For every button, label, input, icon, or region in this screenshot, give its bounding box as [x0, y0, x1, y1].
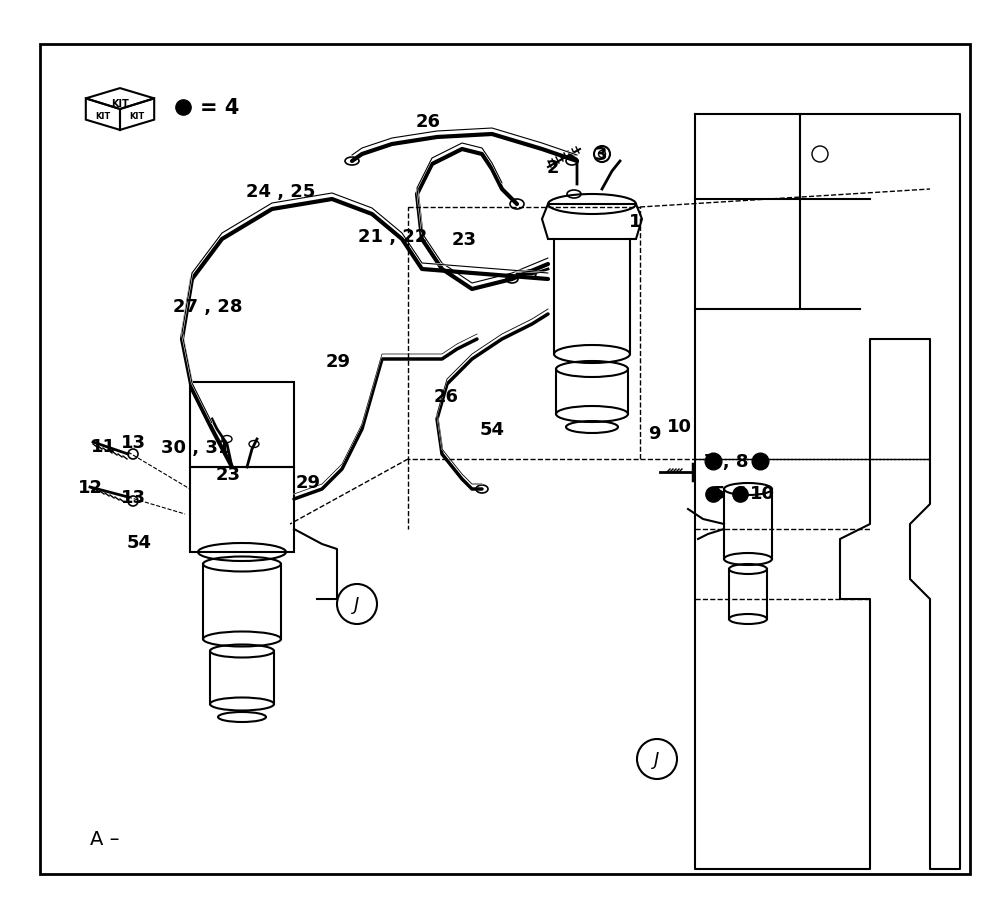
Text: 26: 26: [434, 387, 459, 405]
Text: KIT: KIT: [95, 112, 111, 121]
Text: 10: 10: [666, 417, 692, 435]
Text: 54: 54: [480, 421, 505, 439]
Text: 2: 2: [547, 159, 559, 177]
Text: 10: 10: [750, 485, 774, 502]
Text: 29: 29: [326, 352, 351, 370]
Bar: [190, 383, 294, 468]
Text: 13: 13: [121, 489, 146, 507]
Text: 3: 3: [595, 146, 607, 163]
Text: 21 , 22: 21 , 22: [358, 228, 428, 246]
Text: 9: 9: [648, 424, 660, 442]
Text: KIT: KIT: [129, 112, 145, 121]
Text: 54: 54: [127, 534, 152, 552]
Text: J: J: [654, 750, 660, 768]
Text: 23: 23: [216, 465, 241, 483]
Text: 12: 12: [78, 479, 103, 497]
Text: 1: 1: [629, 213, 641, 231]
Text: 24 , 25: 24 , 25: [246, 182, 316, 200]
Text: 13: 13: [121, 433, 146, 452]
Text: 23: 23: [452, 231, 477, 248]
Text: J: J: [354, 595, 360, 613]
Text: = 4: = 4: [200, 98, 239, 118]
Text: 30 , 31: 30 , 31: [161, 439, 231, 457]
Bar: [190, 468, 294, 553]
Text: 26: 26: [416, 113, 441, 131]
Text: KIT: KIT: [111, 99, 129, 109]
Text: 29: 29: [296, 473, 321, 491]
Text: 11: 11: [91, 438, 116, 455]
Text: 27 , 28: 27 , 28: [173, 298, 243, 316]
Text: 6: 6: [734, 485, 746, 502]
Text: 7 , 8: 7 , 8: [704, 452, 748, 470]
Text: A –: A –: [90, 830, 120, 849]
Text: 5: 5: [713, 485, 725, 502]
